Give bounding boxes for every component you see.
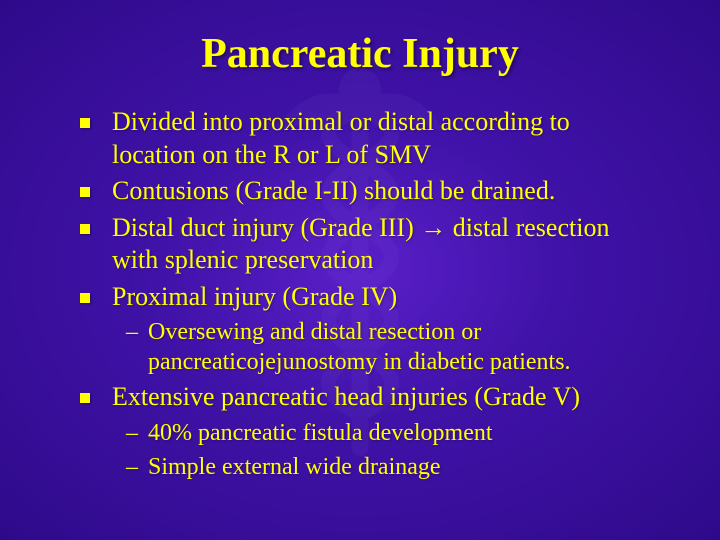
bullet-item: Extensive pancreatic head injuries (Grad… (80, 381, 660, 414)
dash-marker-icon: – (126, 452, 138, 482)
slide-content: Divided into proximal or distal accordin… (0, 106, 720, 482)
bullet-text: Distal duct injury (Grade III) → distal … (112, 212, 660, 277)
bullet-text: Contusions (Grade I-II) should be draine… (112, 175, 555, 208)
bullet-marker-icon (80, 187, 90, 197)
sub-bullet-text: Oversewing and distal resection or pancr… (148, 317, 660, 377)
sub-bullet-item: – 40% pancreatic fistula development (126, 418, 660, 448)
bullet-marker-icon (80, 393, 90, 403)
sub-bullet-text: Simple external wide drainage (148, 452, 441, 482)
bullet-item: Contusions (Grade I-II) should be draine… (80, 175, 660, 208)
bullet-text: Extensive pancreatic head injuries (Grad… (112, 381, 580, 414)
sub-bullet-item: – Oversewing and distal resection or pan… (126, 317, 660, 377)
bullet-text: Divided into proximal or distal accordin… (112, 106, 660, 171)
bullet-text: Proximal injury (Grade IV) (112, 281, 397, 314)
bullet-item: Proximal injury (Grade IV) (80, 281, 660, 314)
bullet-item: Distal duct injury (Grade III) → distal … (80, 212, 660, 277)
dash-marker-icon: – (126, 418, 138, 448)
sub-bullet-text: 40% pancreatic fistula development (148, 418, 493, 448)
bullet-item: Divided into proximal or distal accordin… (80, 106, 660, 171)
bullet-marker-icon (80, 293, 90, 303)
bullet-marker-icon (80, 224, 90, 234)
dash-marker-icon: – (126, 317, 138, 347)
slide-title: Pancreatic Injury (0, 0, 720, 106)
sub-bullet-item: – Simple external wide drainage (126, 452, 660, 482)
bullet-marker-icon (80, 118, 90, 128)
